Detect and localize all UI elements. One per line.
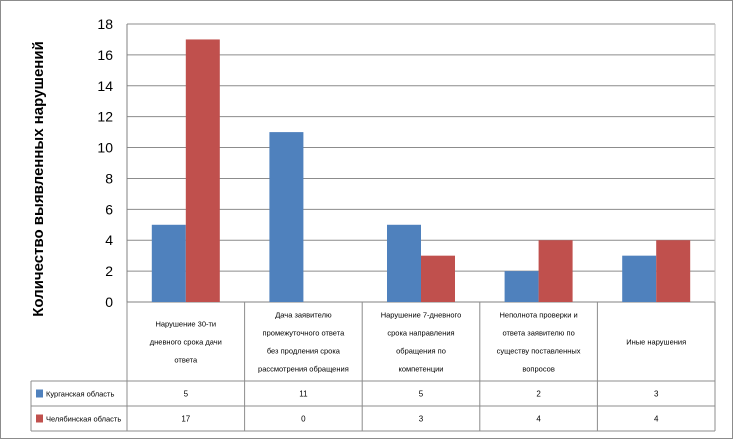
bar-chelyabinsk-2	[421, 255, 455, 302]
y-tick-label: 4	[105, 232, 113, 248]
bar-chelyabinsk-4	[656, 240, 691, 302]
table-value: 5	[419, 390, 424, 399]
y-tick-label: 10	[97, 140, 113, 156]
legend-label: Челябинская область	[46, 415, 121, 424]
table-value: 0	[301, 415, 306, 424]
y-tick-label: 12	[97, 109, 113, 125]
table-value: 11	[299, 390, 308, 399]
category-label: Нарушение 7-дневного срока направления обр…	[381, 311, 462, 374]
table-value: 2	[536, 390, 541, 399]
table-value: 4	[536, 415, 541, 424]
category-label: Неполнота проверки и ответа заявителю по с…	[497, 311, 581, 374]
table-value: 5	[184, 390, 189, 399]
y-tick-label: 14	[97, 78, 113, 94]
y-tick-label: 6	[105, 201, 113, 217]
data-table: Нарушение 30-ти дневного срока дачи ответа…	[30, 302, 716, 432]
category-label: Дача заявителю промежуточного ответа без п…	[258, 311, 349, 374]
legend-key-chelyabinsk	[36, 414, 43, 423]
category-label: Нарушение 30-ти дневного срока дачи ответа	[150, 320, 222, 365]
y-tick-label: 0	[105, 294, 113, 310]
y-axis-title: Количество выявленных нарушений	[30, 41, 47, 317]
bar-kurgan-1	[269, 132, 304, 302]
bars	[151, 39, 691, 302]
y-axis-ticks: 0 2 4 6 8 10 12 14 16 18	[97, 16, 113, 310]
bar-kurgan-0	[151, 224, 186, 302]
table-value: 3	[654, 390, 659, 399]
bar-kurgan-3	[504, 271, 539, 302]
table-value: 3	[419, 415, 424, 424]
bar-chelyabinsk-0	[185, 39, 220, 302]
bar-kurgan-4	[622, 255, 657, 302]
category-label: Иные нарушения	[626, 338, 686, 347]
bar-chelyabinsk-3	[538, 240, 573, 302]
legend-key-kurgan	[36, 389, 43, 398]
y-tick-label: 18	[97, 16, 113, 32]
bar-kurgan-2	[387, 224, 421, 302]
legend-label: Курганская область	[46, 390, 114, 399]
y-tick-label: 8	[105, 170, 113, 186]
y-tick-label: 2	[105, 263, 113, 279]
table-value: 17	[181, 415, 190, 424]
table-value: 4	[654, 415, 659, 424]
y-tick-label: 16	[97, 47, 113, 63]
gridlines	[126, 23, 716, 303]
